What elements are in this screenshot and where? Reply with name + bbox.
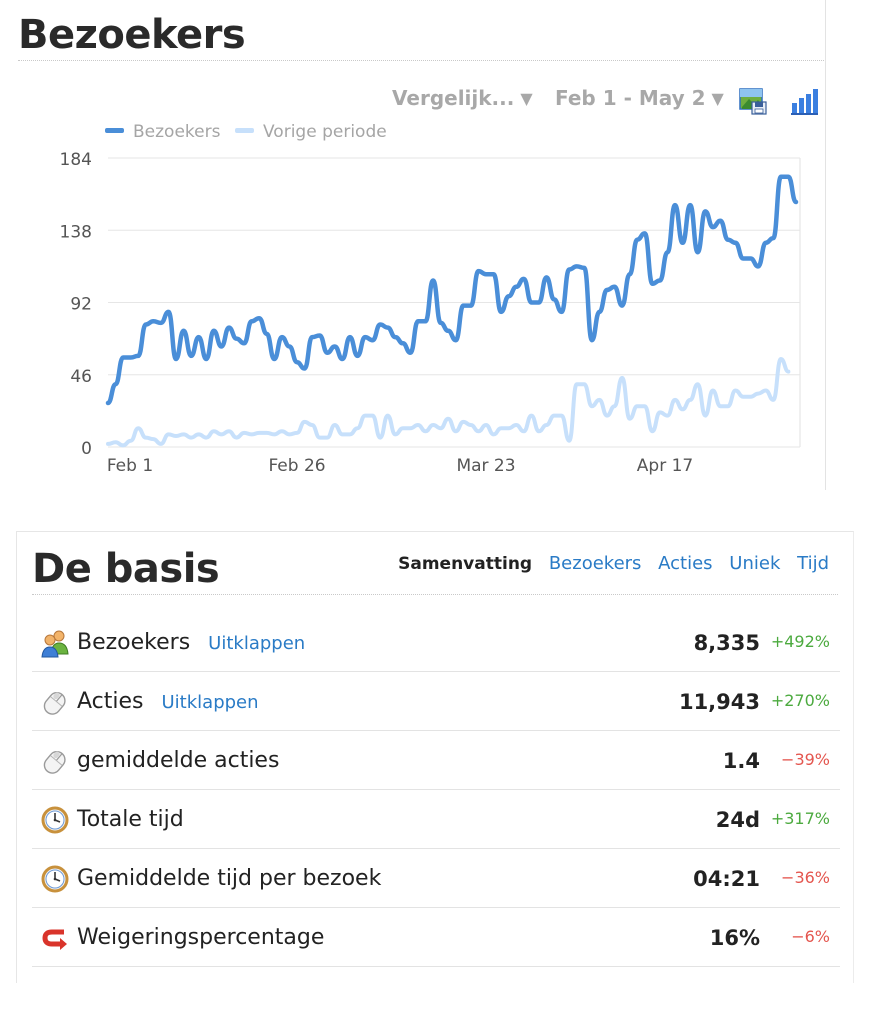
series-line-vorige-periode bbox=[106, 357, 791, 448]
clock-icon bbox=[40, 805, 70, 835]
metric-delta: +270% bbox=[770, 691, 830, 710]
expand-link[interactable]: Uitklappen bbox=[161, 692, 259, 713]
basis-panel: De basis Samenvatting Bezoekers Acties U… bbox=[16, 531, 854, 983]
metric-label: Weigeringspercentage bbox=[77, 925, 324, 950]
visitors-icon bbox=[40, 628, 70, 658]
basis-title: De basis bbox=[32, 546, 220, 592]
metric-value: 24d bbox=[715, 808, 760, 832]
metric-delta: −39% bbox=[781, 750, 830, 769]
chevron-down-icon: ▼ bbox=[711, 89, 724, 108]
legend-item-visitors[interactable]: Bezoekers bbox=[105, 122, 220, 142]
compare-dropdown-label: Vergelijk... bbox=[392, 86, 515, 110]
metric-row-totale-tijd: Totale tijd 24d +317% bbox=[32, 790, 840, 849]
tab-bezoekers[interactable]: Bezoekers bbox=[548, 553, 642, 574]
export-image-icon[interactable] bbox=[738, 86, 768, 116]
legend-swatch bbox=[105, 127, 124, 133]
mouse-icon bbox=[40, 746, 70, 776]
date-range-dropdown[interactable]: Feb 1 - May 2 ▼ bbox=[555, 86, 724, 110]
metric-label: Bezoekers Uitklappen bbox=[77, 630, 305, 655]
legend-swatch bbox=[235, 127, 254, 133]
series-line-bezoekers bbox=[105, 174, 799, 406]
metric-value: 1.4 bbox=[722, 749, 760, 773]
chart-toolbar: Vergelijk... ▼ Feb 1 - May 2 ▼ bbox=[0, 86, 877, 116]
compare-dropdown[interactable]: Vergelijk... ▼ bbox=[392, 86, 533, 110]
metric-delta: −6% bbox=[791, 927, 830, 946]
metric-value: 8,335 bbox=[693, 631, 760, 655]
metric-delta: +492% bbox=[770, 632, 830, 651]
legend-label: Vorige periode bbox=[263, 122, 387, 142]
x-tick-label: Apr 17 bbox=[637, 456, 693, 476]
y-tick-label: 184 bbox=[60, 150, 92, 170]
metric-row-gemiddelde-tijd: Gemiddelde tijd per bezoek 04:21 −36% bbox=[32, 849, 840, 908]
legend-item-previous-period[interactable]: Vorige periode bbox=[235, 122, 387, 142]
metric-name: Weigeringspercentage bbox=[77, 925, 325, 950]
metric-label: Gemiddelde tijd per bezoek bbox=[77, 866, 381, 891]
metric-label: Acties Uitklappen bbox=[77, 689, 259, 714]
title-divider bbox=[18, 60, 826, 61]
visitors-panel: Bezoekers Vergelijk... ▼ Feb 1 - May 2 ▼ bbox=[0, 0, 877, 490]
metrics-list: Bezoekers Uitklappen 8,335 +492% Acties Ui… bbox=[32, 613, 840, 967]
metric-name: Acties bbox=[77, 689, 144, 714]
tab-samenvatting[interactable]: Samenvatting bbox=[398, 554, 533, 574]
legend-label: Bezoekers bbox=[133, 122, 221, 142]
y-tick-label: 92 bbox=[70, 295, 92, 315]
metric-row-gemiddelde-acties: gemiddelde acties 1.4 −39% bbox=[32, 731, 840, 790]
y-tick-label: 138 bbox=[60, 222, 92, 242]
metric-delta: +317% bbox=[770, 809, 830, 828]
y-tick-label: 0 bbox=[81, 439, 92, 459]
metric-value: 04:21 bbox=[693, 867, 760, 891]
metric-row-bezoekers: Bezoekers Uitklappen 8,335 +492% bbox=[32, 613, 840, 672]
x-tick-label: Mar 23 bbox=[456, 456, 515, 476]
tab-uniek[interactable]: Uniek bbox=[729, 553, 781, 574]
x-tick-label: Feb 1 bbox=[107, 456, 153, 476]
y-tick-label: 46 bbox=[70, 367, 92, 387]
metric-name: Totale tijd bbox=[77, 807, 184, 832]
basis-tabs: Samenvatting Bezoekers Acties Uniek Tijd bbox=[387, 553, 829, 574]
metric-row-weigeringspercentage: Weigeringspercentage 16% −6% bbox=[32, 908, 840, 967]
metric-value: 16% bbox=[709, 926, 760, 950]
panel-edge bbox=[825, 0, 826, 490]
metric-row-acties: Acties Uitklappen 11,943 +270% bbox=[32, 672, 840, 731]
tab-tijd[interactable]: Tijd bbox=[797, 553, 829, 574]
metric-delta: −36% bbox=[781, 868, 830, 887]
metric-label: Totale tijd bbox=[77, 807, 184, 832]
tab-acties[interactable]: Acties bbox=[658, 553, 713, 574]
metric-label: gemiddelde acties bbox=[77, 748, 279, 773]
title-divider bbox=[32, 594, 838, 595]
date-range-label: Feb 1 - May 2 bbox=[555, 86, 706, 110]
x-tick-label: Feb 26 bbox=[268, 456, 325, 476]
mouse-icon bbox=[40, 687, 70, 717]
bounce-icon bbox=[40, 923, 70, 953]
metric-name: gemiddelde acties bbox=[77, 748, 280, 773]
visitors-title: Bezoekers bbox=[18, 12, 246, 58]
metric-name: Gemiddelde tijd per bezoek bbox=[77, 866, 382, 891]
visitors-line-chart: 0 46 92 138 184 Feb 1 Feb 26 Mar 23 Apr 17 bbox=[60, 150, 801, 476]
metric-name: Bezoekers bbox=[77, 630, 191, 655]
expand-link[interactable]: Uitklappen bbox=[208, 633, 306, 654]
chevron-down-icon: ▼ bbox=[520, 89, 533, 108]
clock-icon bbox=[40, 864, 70, 894]
metric-value: 11,943 bbox=[678, 690, 760, 714]
bar-chart-icon[interactable] bbox=[789, 86, 819, 116]
